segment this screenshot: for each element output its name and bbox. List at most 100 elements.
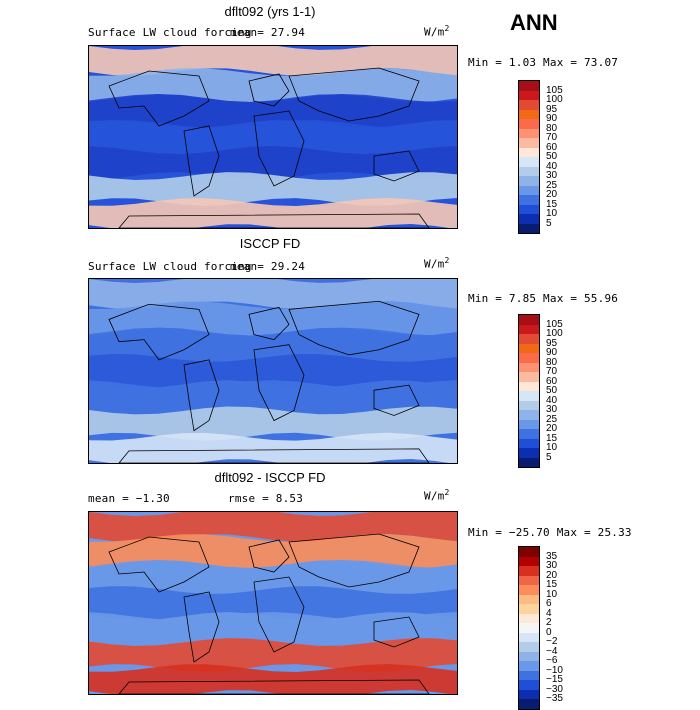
colorbar-swatch xyxy=(519,547,539,557)
coastline xyxy=(183,125,220,197)
colorbar-swatch xyxy=(519,223,539,233)
colorbar-tick-label: 4 xyxy=(546,607,552,619)
colorbar-swatch xyxy=(519,315,539,325)
contour-band xyxy=(89,94,457,128)
colorbar-tick-label: 15 xyxy=(546,198,558,210)
colorbar-tick-label: 50 xyxy=(546,151,558,162)
contour-map xyxy=(89,46,457,228)
colorbar-swatch xyxy=(519,391,539,401)
coastline xyxy=(248,306,290,341)
colorbar-swatch xyxy=(519,689,539,699)
colorbar-swatch xyxy=(519,372,539,382)
contour-band xyxy=(89,172,457,206)
colorbar-swatch xyxy=(519,585,539,595)
colorbar-swatch xyxy=(519,642,539,652)
coastline xyxy=(118,679,430,694)
units-label: W/m2 xyxy=(424,488,450,503)
colorbar-swatch xyxy=(519,400,539,410)
coastline xyxy=(118,213,430,228)
colorbar-swatch xyxy=(519,324,539,334)
contour-band xyxy=(89,327,457,362)
contour-band xyxy=(89,560,457,594)
coastline xyxy=(288,300,420,356)
colorbar-swatch xyxy=(519,575,539,585)
colorbar-tick-label: 25 xyxy=(546,179,558,191)
colorbar-swatch xyxy=(519,419,539,429)
colorbar-swatch xyxy=(519,214,539,224)
colorbar-swatch xyxy=(519,147,539,157)
season-label: ANN xyxy=(510,10,558,35)
coastline xyxy=(118,448,430,463)
colorbar-swatch xyxy=(519,429,539,439)
colorbar-tick-label: −4 xyxy=(546,645,558,657)
colorbar-tick-label: −2 xyxy=(546,636,558,647)
colorbar-tick-label: 25 xyxy=(546,413,558,425)
panel-title: ISCCP FD xyxy=(239,236,301,251)
colorbar-tick-label: 70 xyxy=(546,132,558,143)
colorbar-tick-label: 95 xyxy=(546,337,558,349)
colorbar-tick-label: 10 xyxy=(546,588,558,600)
colorbar-tick-label: 60 xyxy=(546,141,558,153)
rmse-value: rmse = 8.53 xyxy=(228,492,304,505)
colorbar-tick-label: 30 xyxy=(546,560,558,571)
field-subtitle: Surface LW cloud forcing xyxy=(88,260,252,273)
colorbar-swatch xyxy=(519,457,539,467)
colorbar-tick-label: 0 xyxy=(546,626,552,638)
colorbar-swatch xyxy=(519,661,539,671)
colorbar-tick-label: 35 xyxy=(546,550,558,562)
colorbar-swatch xyxy=(519,343,539,353)
colorbar-swatch xyxy=(519,109,539,119)
map-model xyxy=(88,45,458,229)
colorbar-swatch xyxy=(519,204,539,214)
colorbar-tick-label: 100 xyxy=(546,94,563,105)
colorbar-tick-label: 105 xyxy=(546,84,563,96)
colorbar-swatch xyxy=(519,90,539,100)
colorbar-tick-label: 95 xyxy=(546,103,558,115)
colorbar-swatch xyxy=(519,353,539,363)
colorbar-tick-label: 20 xyxy=(546,423,558,434)
colorbar-swatch xyxy=(519,176,539,186)
contour-band xyxy=(89,638,457,672)
coastline xyxy=(108,70,210,127)
contour-band xyxy=(89,586,457,620)
colorbar-tick-label: −10 xyxy=(546,664,563,676)
min-max-label: Min = 1.03 Max = 73.07 xyxy=(468,56,619,69)
colorbar-swatches xyxy=(518,546,540,710)
map-diff xyxy=(88,511,458,695)
units-label: W/m2 xyxy=(424,24,450,39)
contour-band xyxy=(89,353,457,389)
coastline xyxy=(108,536,210,593)
colorbar-tick-label: 90 xyxy=(546,113,558,124)
colorbar-tick-label: −35 xyxy=(546,693,563,704)
contour-map xyxy=(89,512,457,694)
colorbar-tick-label: 105 xyxy=(546,318,563,330)
colorbar-tick-label: 5 xyxy=(546,217,552,229)
colorbar-tick-label: −6 xyxy=(546,655,558,666)
colorbar-tick-label: 30 xyxy=(546,404,558,415)
colorbar-tick-label: 15 xyxy=(546,579,558,590)
colorbar-swatch xyxy=(519,604,539,614)
units-label: W/m2 xyxy=(424,256,450,271)
mean-value: mean= 29.24 xyxy=(230,260,306,273)
colorbar-tick-label: 20 xyxy=(546,189,558,200)
mean-value: mean= 27.94 xyxy=(230,26,306,39)
colorbar-tick-label: 70 xyxy=(546,366,558,377)
colorbar-swatch xyxy=(519,362,539,372)
colorbar-tick-label: 40 xyxy=(546,394,558,406)
min-max-label: Min = 7.85 Max = 55.96 xyxy=(468,292,619,305)
colorbar-swatches xyxy=(518,314,540,468)
colorbar-swatch xyxy=(519,185,539,195)
colorbar-tick-label: 40 xyxy=(546,160,558,172)
coastline xyxy=(288,533,420,588)
colorbar-swatch xyxy=(519,166,539,176)
contour-band xyxy=(89,301,457,336)
contour-band xyxy=(89,612,457,646)
colorbar-tick-label: 80 xyxy=(546,122,558,134)
coastline xyxy=(373,384,420,416)
colorbar-swatch xyxy=(519,100,539,110)
colorbar-swatch xyxy=(519,566,539,576)
map-obs xyxy=(88,278,458,464)
colorbar-swatch xyxy=(519,556,539,566)
colorbar-swatch xyxy=(519,438,539,448)
colorbar-swatches xyxy=(518,80,540,234)
